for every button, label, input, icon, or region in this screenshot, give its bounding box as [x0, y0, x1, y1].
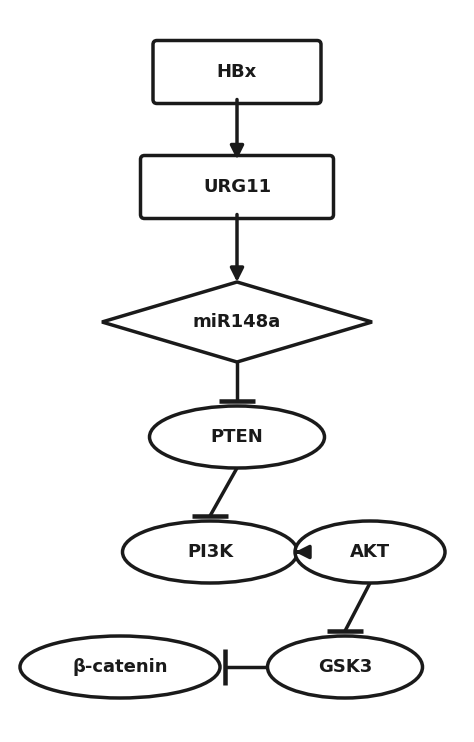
- Text: PI3K: PI3K: [187, 543, 233, 561]
- Text: AKT: AKT: [350, 543, 390, 561]
- Text: β-catenin: β-catenin: [72, 658, 168, 676]
- Ellipse shape: [122, 521, 298, 583]
- Text: URG11: URG11: [203, 178, 271, 196]
- Text: miR148a: miR148a: [193, 313, 281, 331]
- Text: HBx: HBx: [217, 63, 257, 81]
- Ellipse shape: [267, 636, 422, 698]
- Polygon shape: [102, 282, 372, 362]
- Ellipse shape: [295, 521, 445, 583]
- FancyBboxPatch shape: [140, 156, 334, 218]
- Ellipse shape: [20, 636, 220, 698]
- Text: GSK3: GSK3: [318, 658, 372, 676]
- Ellipse shape: [149, 406, 325, 468]
- FancyBboxPatch shape: [153, 41, 321, 103]
- Text: PTEN: PTEN: [210, 428, 264, 446]
